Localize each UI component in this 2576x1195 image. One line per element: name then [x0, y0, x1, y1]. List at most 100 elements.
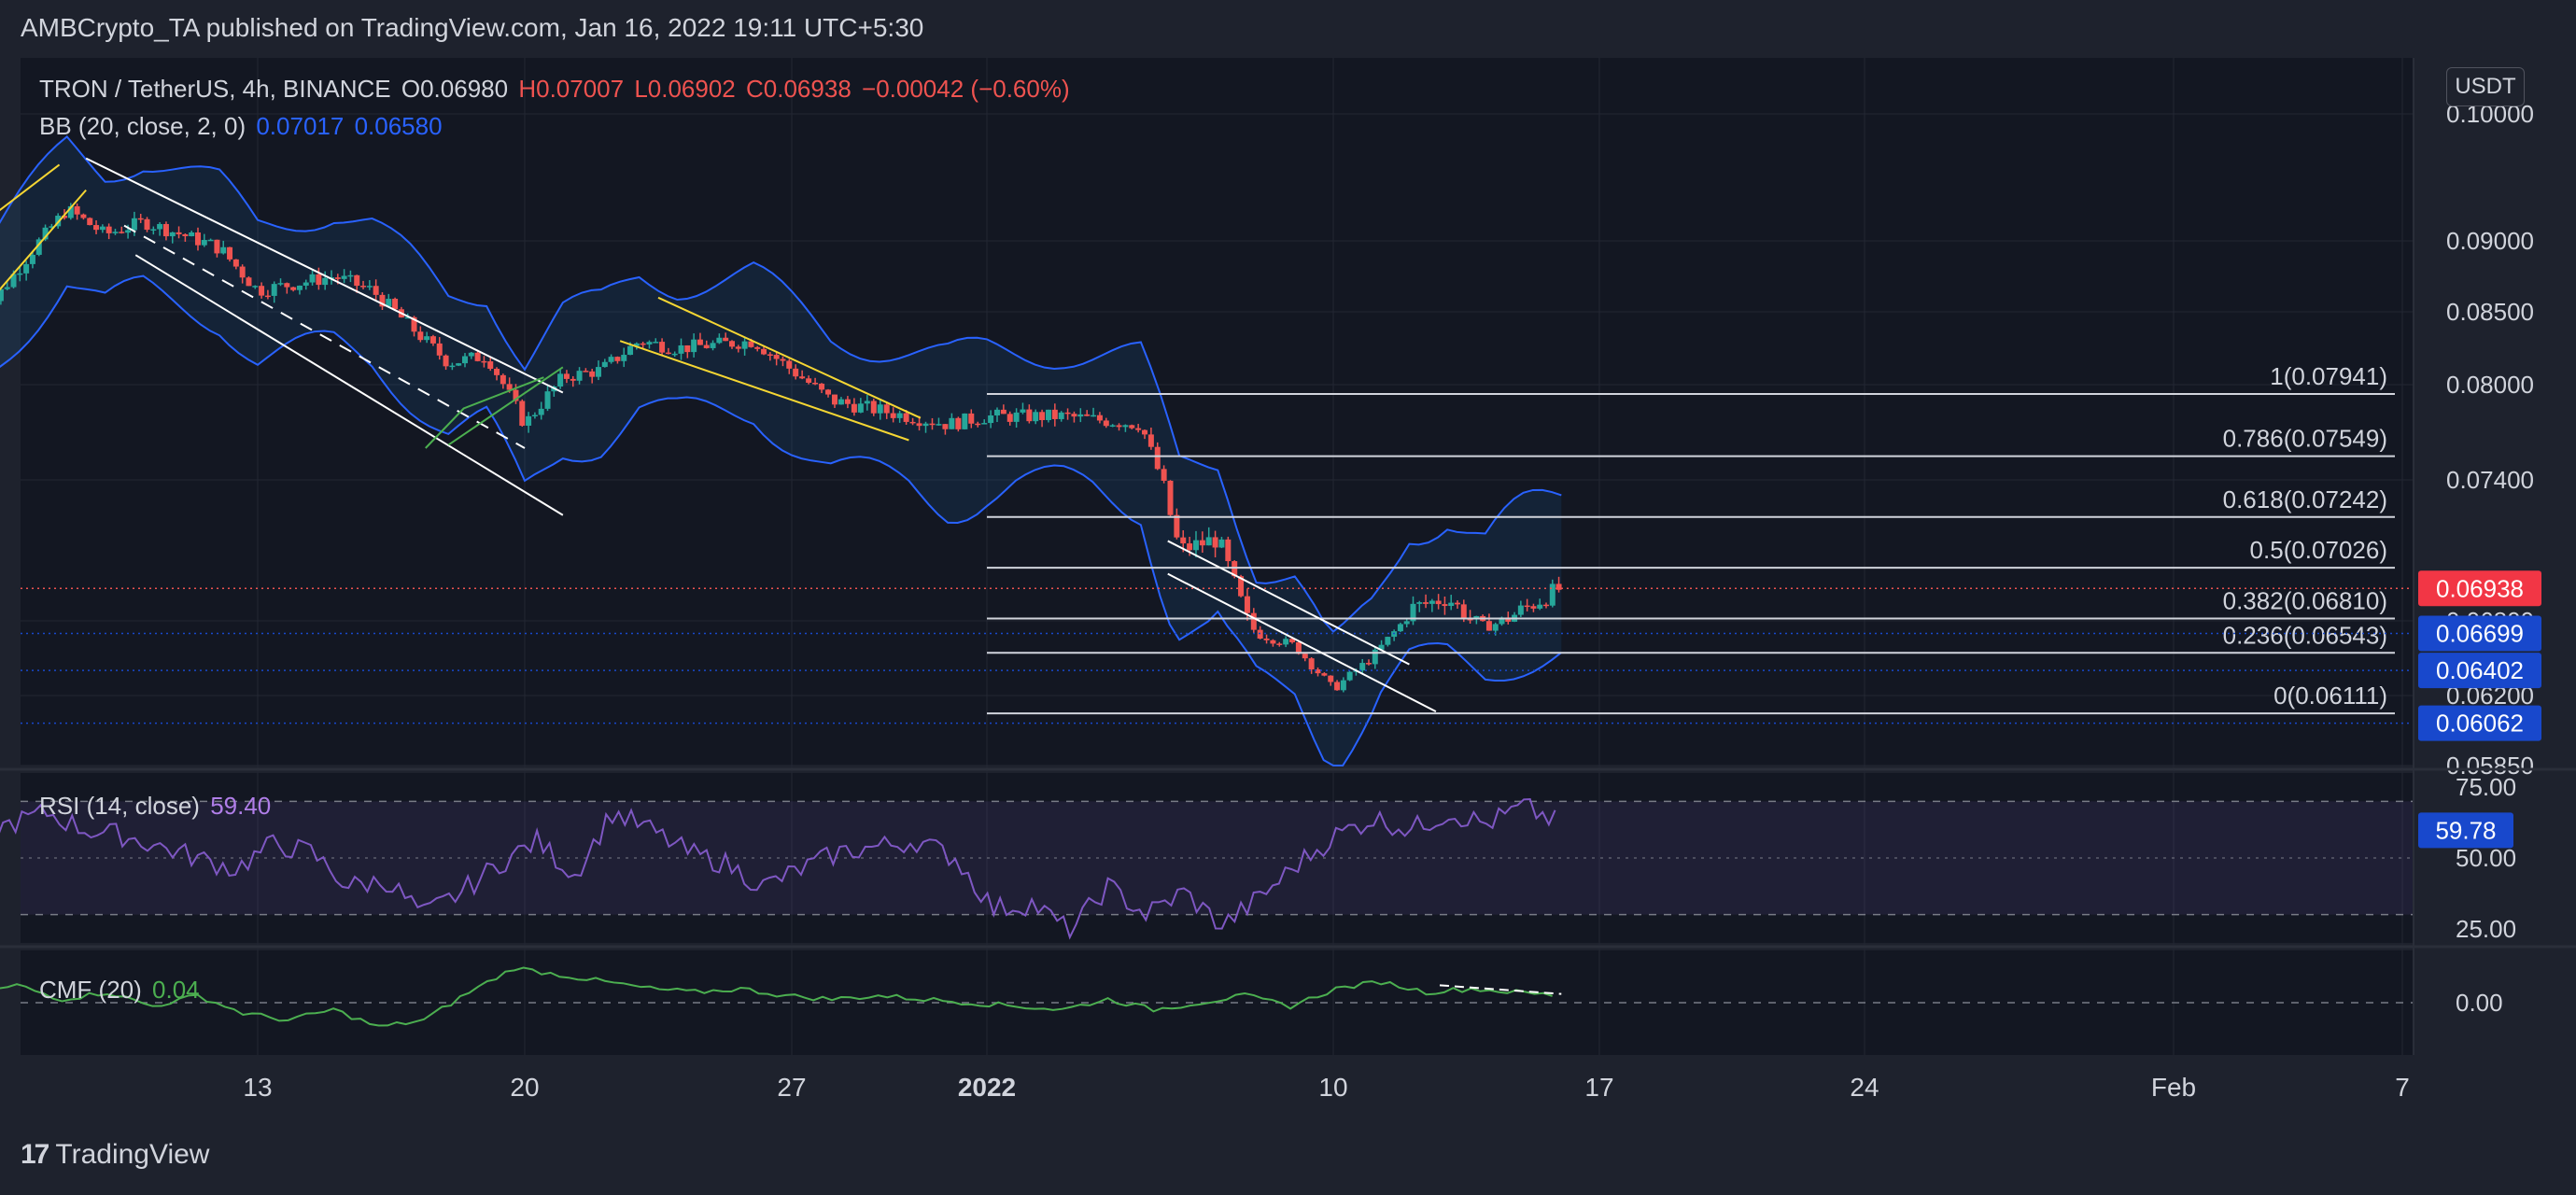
time-tick-label: 2022: [958, 1073, 1016, 1102]
legend-close: C0.06938: [746, 75, 852, 103]
price-tag-label: 0.06402: [2436, 656, 2524, 684]
candle-body: [1448, 602, 1455, 607]
candle-body: [1403, 621, 1410, 625]
price-tick-label: 0.08000: [2446, 371, 2534, 399]
candle-body: [896, 413, 903, 418]
candle-body: [513, 389, 519, 401]
candle-body: [220, 246, 227, 254]
candle-body: [812, 382, 819, 385]
candle-body: [1020, 409, 1026, 413]
candle-body: [259, 286, 265, 296]
candle-body: [1295, 641, 1302, 654]
candles-group: [0, 203, 1562, 693]
candle-body: [922, 423, 929, 427]
candle-body: [379, 294, 386, 307]
candle-body: [583, 371, 589, 373]
main-legend[interactable]: TRON / TetherUS, 4h, BINANCE O0.06980 H0…: [39, 75, 1074, 104]
candle-body: [112, 232, 119, 233]
candle-body: [0, 288, 4, 302]
bb-legend[interactable]: BB (20, close, 2, 0) 0.07017 0.06580: [39, 112, 446, 141]
candle-body: [519, 401, 526, 426]
cmf-tick-label: 0.00: [2456, 989, 2503, 1017]
candle-body: [347, 274, 354, 277]
fib-label: 0.236(0.06543): [2223, 621, 2387, 649]
candle-body: [23, 263, 30, 274]
candle-body: [309, 274, 316, 283]
candle-body: [1302, 654, 1308, 659]
candle-body: [538, 408, 544, 415]
candle-body: [290, 287, 297, 290]
candle-body: [429, 336, 436, 344]
currency-button[interactable]: USDT: [2446, 67, 2525, 106]
candle-body: [633, 343, 640, 346]
fib-label: 0.382(0.06810): [2223, 586, 2387, 614]
trendline-yellow-left-upper: [0, 163, 61, 212]
candle-body: [716, 337, 723, 344]
candle-body: [201, 240, 207, 246]
tradingview-brand[interactable]: 17 TradingView: [21, 1139, 209, 1171]
candle-body: [1142, 429, 1148, 435]
candle-body: [678, 344, 684, 354]
brand-name: TradingView: [55, 1139, 210, 1170]
candle-body: [334, 277, 341, 279]
candle-body: [773, 355, 780, 359]
legend-open: O0.06980: [401, 75, 509, 103]
price-tag-label: 0.06938: [2436, 574, 2524, 602]
rsi-value: 59.40: [210, 792, 272, 820]
candle-body: [1416, 602, 1423, 604]
candle-body: [903, 413, 909, 422]
candle-body: [1174, 514, 1180, 538]
bb-label[interactable]: BB (20, close, 2, 0): [39, 112, 246, 140]
rsi-line: [0, 798, 1556, 940]
candle-body: [844, 399, 851, 404]
candle-body: [1187, 543, 1193, 551]
rsi-legend[interactable]: RSI (14, close) 59.40: [39, 792, 274, 821]
fib-label: 0.786(0.07549): [2223, 425, 2387, 453]
candle-body: [1270, 640, 1276, 644]
candle-body: [1006, 414, 1013, 422]
candle-body: [162, 223, 169, 237]
cmf-label[interactable]: CMF (20): [39, 976, 142, 1004]
bb-upper-value: 0.07017: [256, 112, 345, 140]
candle-body: [741, 341, 748, 349]
candle-body: [659, 342, 666, 353]
candle-body: [1378, 644, 1385, 650]
candle-body: [1385, 637, 1391, 645]
candle-body: [761, 348, 767, 355]
candle-body: [531, 415, 538, 416]
candle-body: [1435, 600, 1442, 605]
candle-body: [767, 354, 773, 356]
candle-body: [1499, 617, 1505, 625]
candle-body: [883, 404, 890, 414]
candle-body: [1045, 409, 1051, 420]
candle-body: [1039, 412, 1046, 420]
candle-body: [1321, 673, 1328, 676]
candle-body: [671, 353, 678, 356]
wedge-top-line: [1167, 540, 1410, 666]
candle-body: [608, 357, 614, 362]
candle-body: [595, 367, 601, 377]
legend-symbol[interactable]: TRON / TetherUS, 4h, BINANCE: [39, 75, 391, 103]
candle-body: [962, 413, 968, 429]
price-tick-label: 0.09000: [2446, 227, 2534, 255]
channel-bottom-line: [134, 254, 564, 516]
rsi-tick-label: 75.00: [2456, 773, 2516, 801]
candle-body: [182, 233, 189, 237]
cmf-legend[interactable]: CMF (20) 0.04: [39, 976, 204, 1005]
candle-body: [793, 368, 799, 377]
candle-body: [1109, 425, 1116, 427]
candle-body: [1154, 446, 1161, 470]
candle-body: [1084, 414, 1091, 416]
candle-body: [864, 401, 870, 404]
candle-body: [443, 355, 449, 367]
candle-body: [570, 378, 576, 381]
candle-body: [780, 358, 786, 361]
candle-body: [526, 415, 532, 426]
candle-body: [1429, 600, 1435, 604]
rsi-label[interactable]: RSI (14, close): [39, 792, 200, 820]
candle-body: [214, 239, 220, 254]
candle-body: [1250, 612, 1257, 630]
candle-body: [1524, 605, 1530, 608]
price-tick-label: 0.05850: [2446, 752, 2534, 780]
candle-body: [799, 376, 806, 379]
